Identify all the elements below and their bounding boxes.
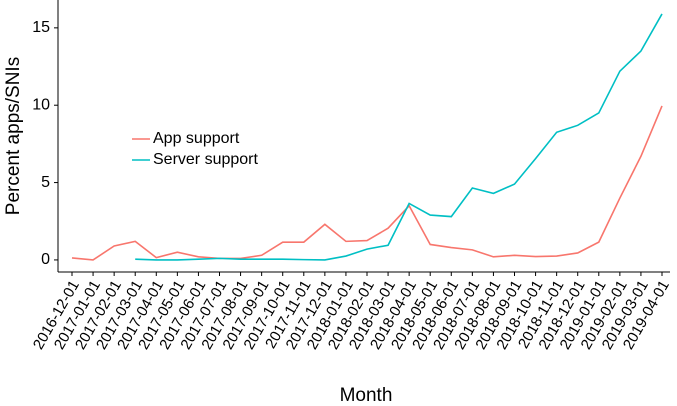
- y-tick-label: 10: [32, 96, 50, 113]
- x-axis-title: Month: [340, 385, 393, 406]
- series-line: [135, 13, 663, 261]
- series-line: [71, 105, 663, 261]
- y-tick-label: 0: [41, 251, 50, 268]
- y-tick-label: 15: [32, 19, 50, 36]
- legend-label: Server support: [153, 151, 258, 168]
- legend-label: App support: [153, 130, 240, 147]
- y-axis-title: Percent apps/SNIs: [3, 57, 24, 215]
- y-tick-label: 5: [41, 174, 50, 191]
